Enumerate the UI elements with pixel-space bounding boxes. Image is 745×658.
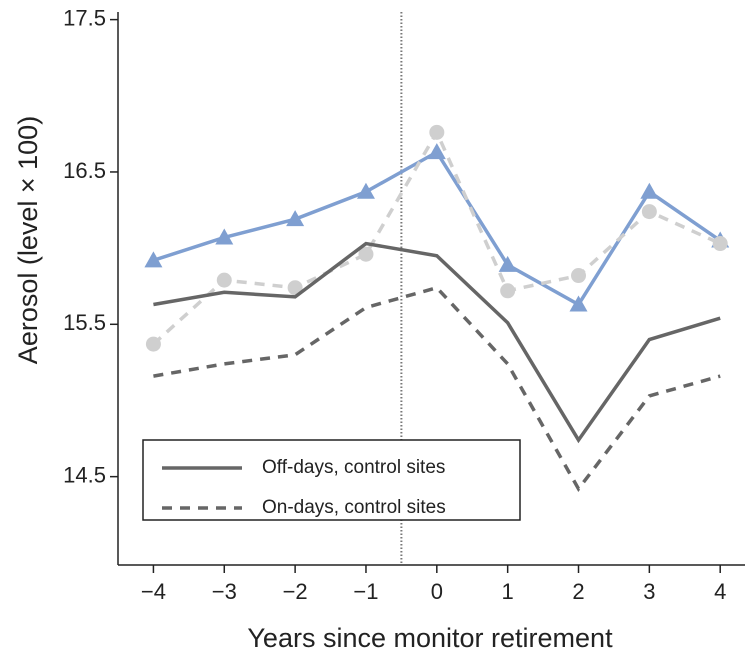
- circle-marker: [712, 236, 728, 252]
- y-tick-label: 14.5: [63, 462, 106, 487]
- circle-marker: [358, 246, 374, 262]
- circle-marker: [216, 272, 232, 288]
- y-axis-title: Aerosol (level × 100): [13, 116, 43, 364]
- series-line: [152, 128, 721, 346]
- x-tick-label: −4: [141, 579, 166, 604]
- legend-label: Off-days, control sites: [262, 457, 445, 478]
- circle-marker: [500, 283, 516, 299]
- circle-marker: [145, 336, 161, 352]
- x-tick-label: 4: [714, 579, 726, 604]
- x-tick-label: 0: [431, 579, 443, 604]
- triangle-marker: [427, 143, 446, 160]
- legend-label: On-days, control sites: [262, 497, 446, 518]
- circle-marker: [429, 124, 445, 140]
- triangle-marker: [498, 255, 517, 272]
- x-tick-label: −2: [283, 579, 308, 604]
- y-tick-label: 17.5: [63, 5, 106, 30]
- triangle-marker: [640, 182, 659, 199]
- x-tick-label: −1: [353, 579, 378, 604]
- x-axis-title: Years since monitor retirement: [247, 623, 613, 653]
- triangle-marker: [356, 182, 375, 199]
- triangle-marker: [144, 251, 163, 268]
- x-tick-label: 1: [502, 579, 514, 604]
- triangle-marker: [286, 210, 305, 227]
- triangle-marker: [215, 228, 234, 245]
- legend: Off-days, control sites On-days, control …: [142, 439, 521, 521]
- triangle-marker: [569, 295, 588, 312]
- series-line: [153, 285, 721, 492]
- circle-marker: [641, 204, 657, 220]
- circle-marker: [287, 280, 303, 296]
- x-tick-label: −3: [212, 579, 237, 604]
- series-line: [153, 241, 721, 444]
- y-tick-label: 15.5: [63, 310, 106, 335]
- x-tick-label: 3: [643, 579, 655, 604]
- y-tick-label: 16.5: [63, 158, 106, 183]
- x-tick-label: 2: [572, 579, 584, 604]
- circle-marker: [571, 268, 587, 284]
